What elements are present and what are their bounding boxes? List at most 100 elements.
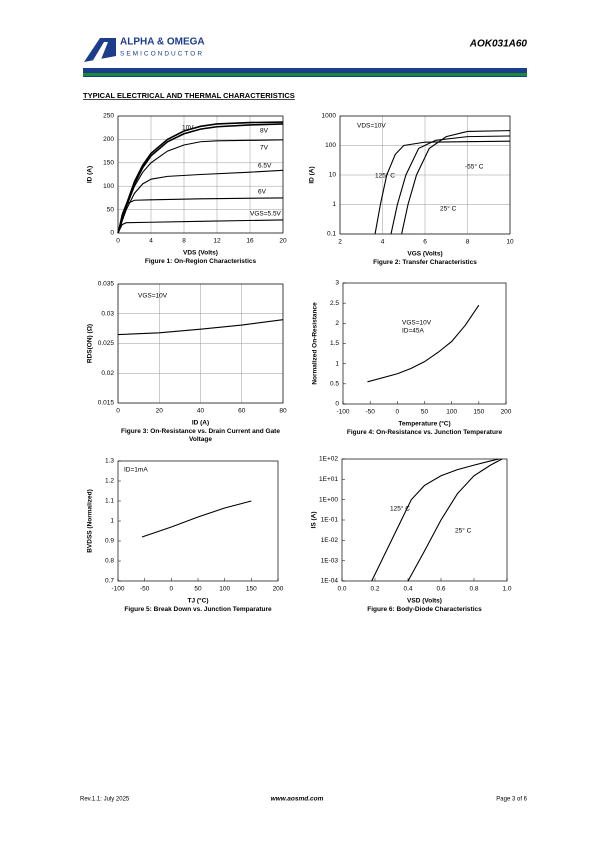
y-tick-label: 0.7	[105, 578, 114, 585]
y-tick-label: 1E-02	[321, 537, 339, 544]
y-tick-label: 0.1	[327, 231, 336, 238]
data-line	[117, 219, 284, 234]
figure-caption: Figure 6: Body-Diode Characteristics	[367, 606, 482, 613]
y-axis-label: IS (A)	[311, 512, 318, 529]
x-tick-label: 0.6	[436, 586, 445, 593]
x-tick-label: 12	[213, 238, 221, 245]
figure-caption: Figure 2: Transfer Characteristics	[373, 259, 477, 266]
header-bar	[83, 73, 527, 76]
y-tick-label: 10	[329, 172, 337, 179]
series-label: 6.5V	[258, 163, 272, 170]
y-tick-label: 0.02	[101, 370, 114, 377]
logo	[84, 38, 116, 62]
x-tick-label: 8	[466, 239, 470, 246]
data-line	[117, 139, 284, 234]
y-tick-label: 1E-04	[321, 578, 339, 585]
x-tick-label: 200	[273, 586, 284, 593]
plot-frame	[117, 115, 284, 234]
figure-caption: Figure 4: On-Resistance vs. Junction Tem…	[346, 429, 503, 436]
y-tick-label: 1E+02	[319, 456, 338, 463]
y-tick-label: 1E+00	[319, 496, 338, 503]
y-tick-label: 0.035	[98, 281, 115, 288]
y-tick-label: 1	[332, 201, 336, 208]
y-tick-label: 1.5	[330, 340, 339, 347]
y-tick-label: 200	[103, 136, 114, 143]
y-axis-label: Normalized On-Resistance	[312, 302, 319, 385]
y-tick-label: 1.3	[105, 458, 114, 465]
x-tick-label: 0.0	[337, 586, 346, 593]
x-tick-label: 60	[238, 408, 246, 415]
series-label: 125° C	[375, 172, 395, 180]
y-axis-label: BVDSS (Normalized)	[87, 489, 94, 553]
plot-frame	[342, 282, 507, 405]
footer-page: Page 3 of 6	[496, 797, 527, 803]
x-tick-label: 150	[473, 409, 484, 416]
y-tick-label: 50	[107, 206, 115, 213]
y-tick-label: 0	[110, 230, 114, 237]
header-bar	[83, 76, 527, 77]
x-tick-label: 6	[423, 239, 427, 246]
series-label: 7V	[260, 145, 269, 152]
caption-box: Figure 4: On-Resistance vs. Junction Tem…	[346, 429, 503, 436]
data-line	[117, 169, 284, 234]
x-tick-label: -50	[140, 586, 150, 593]
footer-revision: Rev.1.1: July 2025	[80, 797, 130, 803]
data-line	[371, 458, 499, 582]
caption-box: Figure 5: Break Down vs. Junction Tempar…	[124, 606, 271, 613]
x-tick-label: 0	[116, 238, 120, 245]
x-axis-label: ID (A)	[192, 420, 209, 427]
x-tick-label: 1.0	[502, 586, 511, 593]
x-tick-label: 50	[194, 586, 202, 593]
y-tick-label: 100	[103, 183, 114, 190]
annotation: VGS=10V	[138, 293, 168, 300]
data-line	[367, 304, 480, 383]
y-tick-label: 1E+01	[319, 476, 338, 483]
company: ALPHA & OMEGA	[120, 37, 205, 48]
x-axis-label: VGS (Volts)	[407, 251, 442, 258]
data-line	[117, 319, 284, 336]
y-tick-label: 0.015	[98, 400, 115, 407]
figure-caption: Figure 1: On-Region Characteristics	[144, 258, 257, 265]
series-label: 8V	[260, 128, 269, 135]
data-line	[401, 130, 511, 235]
footer-website: www.aosmd.com	[271, 796, 324, 803]
series-label: VGS=5.5V	[250, 211, 282, 218]
x-axis-label: VSD (Volts)	[407, 598, 442, 605]
annotation: ID=1mA	[124, 467, 148, 474]
x-axis-label: TJ (°C)	[187, 597, 208, 605]
x-tick-label: 80	[279, 408, 287, 415]
y-tick-label: 0.03	[101, 310, 114, 317]
plot-frame	[341, 458, 508, 582]
plot-frame	[339, 115, 511, 235]
series-label: 125° C	[390, 505, 410, 513]
x-tick-label: -100	[111, 586, 124, 593]
x-tick-label: 4	[149, 238, 153, 245]
x-tick-label: 50	[421, 409, 429, 416]
y-axis-label: ID (A)	[309, 166, 316, 183]
annotation: VGS=10V	[402, 320, 432, 327]
y-tick-label: 0	[335, 401, 339, 408]
y-axis-label: RDS(ON) (Ω)	[87, 324, 94, 363]
y-tick-label: 0.025	[98, 340, 115, 347]
caption-box: Figure 1: On-Region Characteristics	[144, 258, 257, 265]
y-tick-label: 0.9	[105, 538, 114, 545]
x-tick-label: 2	[338, 239, 342, 246]
x-tick-label: 150	[246, 586, 257, 593]
y-tick-label: 0.5	[330, 381, 339, 388]
division: SEMICONDUCTOR	[120, 51, 204, 58]
section-title: TYPICAL ELECTRICAL AND THERMAL CHARACTER…	[83, 91, 295, 100]
caption-box: Figure 3: On-Resistance vs. Drain Curren…	[121, 428, 280, 443]
data-line	[374, 140, 511, 235]
x-tick-label: 10	[506, 239, 514, 246]
y-tick-label: 0.8	[105, 558, 114, 565]
x-tick-label: -100	[336, 409, 349, 416]
series-label: 25° C	[440, 205, 457, 213]
y-tick-label: 1	[335, 360, 339, 367]
x-tick-label: 0.4	[403, 586, 412, 593]
x-tick-label: 20	[279, 238, 287, 245]
y-tick-label: 1.1	[105, 498, 114, 505]
part-number: AOK031A60	[469, 39, 528, 50]
x-tick-label: 0.8	[469, 586, 478, 593]
x-tick-label: 20	[156, 408, 164, 415]
